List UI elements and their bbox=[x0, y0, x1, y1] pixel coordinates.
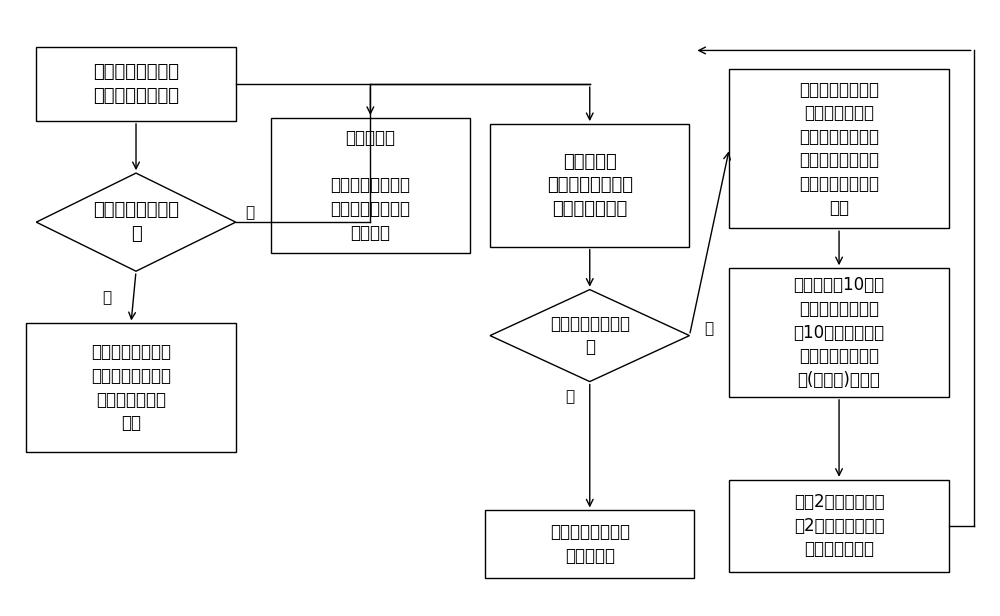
FancyBboxPatch shape bbox=[729, 69, 949, 229]
Text: 否: 否 bbox=[102, 290, 111, 305]
Text: 判断电池是否为放
电: 判断电池是否为放 电 bbox=[550, 315, 630, 357]
FancyBboxPatch shape bbox=[729, 480, 949, 572]
Text: 定时器到达10分钟
后停止加热。说明
在10分钟内光伏发
电量不能够支持负
载(含加热)用电。: 定时器到达10分钟 后停止加热。说明 在10分钟内光伏发 电量不能够支持负 载(… bbox=[793, 277, 885, 389]
Text: 否: 否 bbox=[566, 389, 575, 405]
Text: 启动2小时定时器，
待2小时后重新检测
是否有光伏输入: 启动2小时定时器， 待2小时后重新检测 是否有光伏输入 bbox=[794, 493, 884, 558]
FancyBboxPatch shape bbox=[490, 124, 689, 246]
Text: 无外部电源则不启
动加热，电池只允
许放电不需要充
电。: 无外部电源则不启 动加热，电池只允 许放电不需要充 电。 bbox=[91, 343, 171, 432]
FancyBboxPatch shape bbox=[26, 323, 236, 452]
Polygon shape bbox=[490, 290, 689, 381]
Text: 持续加热至温度满
足充电要求: 持续加热至温度满 足充电要求 bbox=[550, 523, 630, 565]
FancyBboxPatch shape bbox=[271, 118, 470, 253]
FancyBboxPatch shape bbox=[485, 511, 694, 578]
FancyBboxPatch shape bbox=[729, 268, 949, 397]
Text: 是: 是 bbox=[246, 206, 255, 221]
Text: 有放电电流，则启
动定时器开始计
时，并持续检测电
流，在检测到无放
电电流时清零定时
器。: 有放电电流，则启 动定时器开始计 时，并持续检测电 流，在检测到无放 电电流时清… bbox=[799, 81, 879, 217]
Text: 判断是否有外部电
源: 判断是否有外部电 源 bbox=[93, 201, 179, 243]
FancyBboxPatch shape bbox=[36, 47, 236, 121]
Text: 环境温度低于零度
电池为未充满状态: 环境温度低于零度 电池为未充满状态 bbox=[93, 63, 179, 105]
Text: 为光伏输入
启动加热，并检测
电池的放电电流: 为光伏输入 启动加热，并检测 电池的放电电流 bbox=[547, 153, 633, 218]
Text: 是: 是 bbox=[704, 321, 714, 336]
Text: 为市电输入

启动加热，待温度
升到零度以上后开
始充电。: 为市电输入 启动加热，待温度 升到零度以上后开 始充电。 bbox=[330, 129, 410, 241]
Polygon shape bbox=[36, 173, 236, 271]
